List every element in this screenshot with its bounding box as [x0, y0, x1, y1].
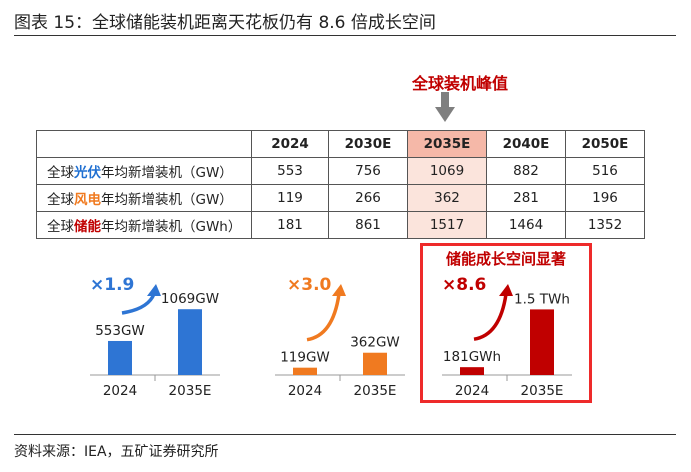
growth-arrow-icon	[473, 293, 508, 341]
tick-label: 2024	[455, 383, 489, 399]
down-arrow-icon	[435, 92, 455, 122]
multiplier-label: ×1.9	[90, 275, 134, 295]
page-title: 图表 15：全球储能装机距离天花板仍有 8.6 倍成长空间	[14, 13, 436, 33]
bar-2024	[293, 367, 317, 375]
bar-2035e	[530, 309, 554, 375]
bar-2035e	[363, 352, 387, 375]
growth-arrow-icon	[306, 293, 341, 342]
table-cell: 756	[328, 157, 408, 185]
table-cell: 281	[486, 184, 566, 212]
tick-label: 2035E	[354, 383, 397, 399]
row-keyword: 光伏	[74, 165, 101, 181]
table-corner-cell	[36, 130, 252, 158]
tick-label: 2024	[288, 383, 322, 399]
installation-table: 2024 2030E 2035E 2040E 2050E 全球光伏年均新增装机（GW） 5…	[36, 130, 645, 239]
row-label: 全球风电年均新增装机（GW）	[36, 184, 252, 212]
table-header-row: 2024 2030E 2035E 2040E 2050E	[36, 130, 645, 158]
growth-arrow-head	[332, 284, 346, 296]
tick-label: 2035E	[169, 383, 212, 399]
table-cell: 516	[565, 157, 645, 185]
top-rule	[14, 35, 676, 36]
data-label: 1.5 TWh	[514, 291, 570, 307]
data-label: 181GWh	[443, 349, 501, 365]
column-header-2040e: 2040E	[486, 130, 566, 158]
bar-2024	[108, 340, 132, 375]
table-cell: 1464	[486, 211, 566, 239]
storage-growth-chart: 181GWh 2024 1.5 TWh 2035E ×8.6	[442, 275, 572, 399]
growth-arrow-head	[147, 284, 161, 296]
multiplier-label: ×3.0	[287, 275, 332, 295]
tick-label: 2024	[103, 383, 137, 399]
row-keyword: 储能	[74, 219, 101, 235]
table-cell: 861	[328, 211, 408, 239]
highlight-box	[420, 243, 592, 403]
bar-2035e	[178, 309, 202, 375]
table-row: 全球储能年均新增装机（GWh） 181 861 1517 1464 1352	[36, 211, 645, 239]
table-cell: 1069	[407, 157, 487, 185]
solar-growth-chart: 553GW 2024 1069GW 2035E ×1.9	[90, 275, 220, 399]
column-header-2024: 2024	[251, 130, 329, 158]
data-label: 1069GW	[161, 291, 219, 307]
table-cell: 882	[486, 157, 566, 185]
table-cell: 119	[251, 184, 329, 212]
table-cell: 181	[251, 211, 329, 239]
wind-growth-chart: 119GW 2024 362GW 2035E ×3.0	[275, 275, 405, 399]
data-label: 119GW	[280, 350, 330, 366]
table-row: 全球光伏年均新增装机（GW） 553 756 1069 882 516	[36, 157, 645, 185]
table-cell: 1517	[407, 211, 487, 239]
table-cell: 266	[328, 184, 408, 212]
tick-label: 2035E	[521, 383, 564, 399]
table-row: 全球风电年均新增装机（GW） 119 266 362 281 196	[36, 184, 645, 212]
source-note: 资料来源：IEA，五矿证券研究所	[14, 444, 219, 460]
highlight-box-title: 储能成长空间显著	[445, 250, 566, 268]
bottom-rule	[14, 434, 676, 435]
table-cell: 362	[407, 184, 487, 212]
data-label: 362GW	[350, 335, 400, 351]
row-keyword: 风电	[74, 192, 101, 208]
table-cell: 196	[565, 184, 645, 212]
row-label: 全球光伏年均新增装机（GW）	[36, 157, 252, 185]
multiplier-label: ×8.6	[442, 275, 486, 295]
growth-arrow-head	[499, 284, 513, 296]
column-header-2050e: 2050E	[565, 130, 645, 158]
row-label: 全球储能年均新增装机（GWh）	[36, 211, 252, 239]
column-header-2035e: 2035E	[407, 130, 487, 158]
peak-label: 全球装机峰值	[411, 74, 508, 93]
data-label: 553GW	[95, 323, 145, 339]
table-cell: 1352	[565, 211, 645, 239]
table-cell: 553	[251, 157, 329, 185]
bar-2024	[460, 367, 484, 375]
column-header-2030e: 2030E	[328, 130, 408, 158]
growth-arrow-icon	[121, 293, 156, 315]
